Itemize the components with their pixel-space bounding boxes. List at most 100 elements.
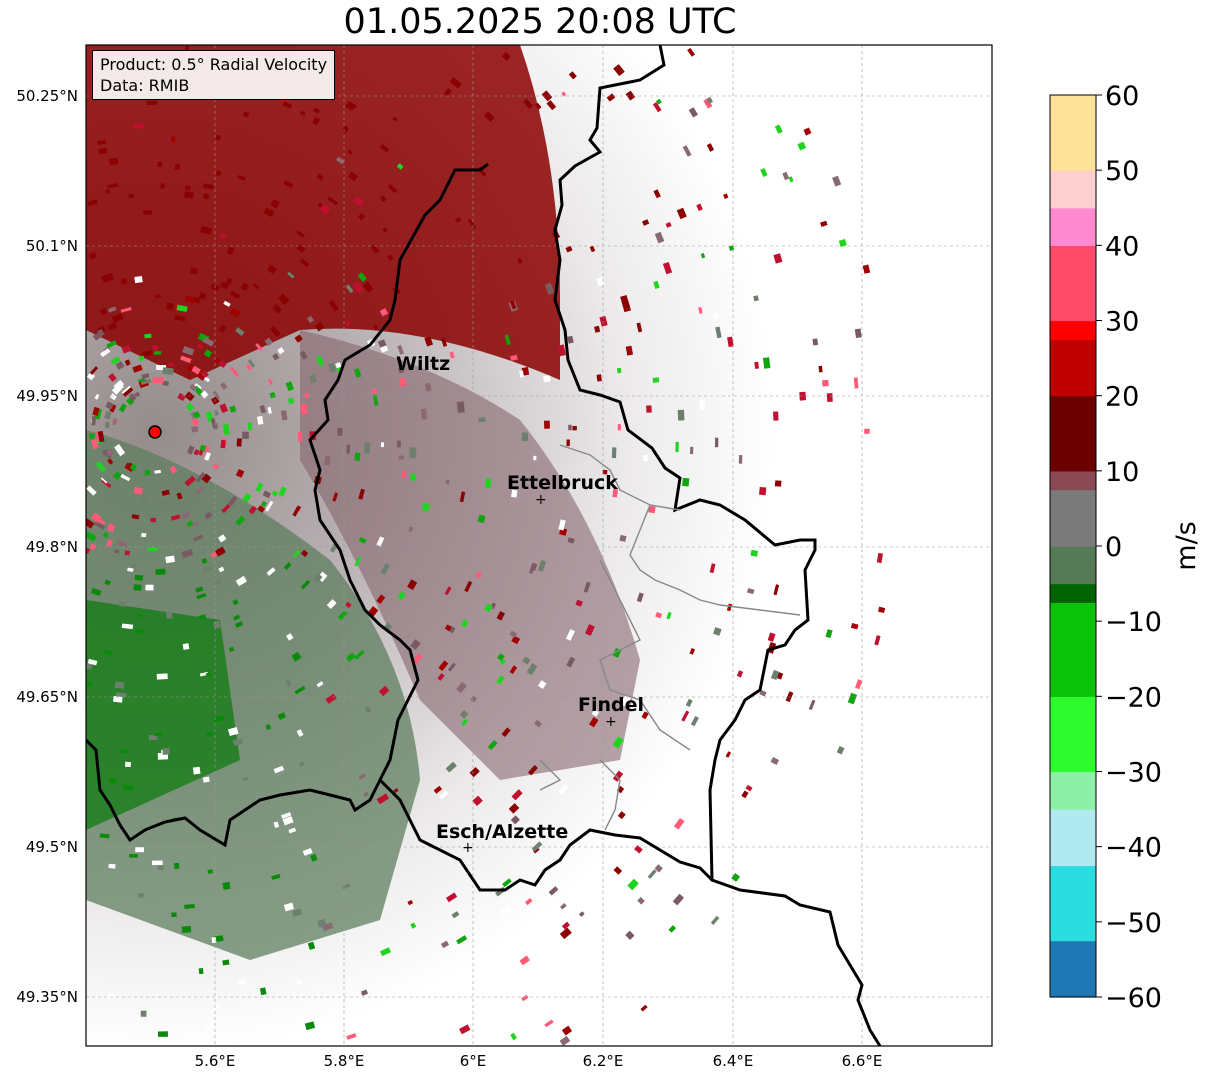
velocity-gate [229, 405, 237, 413]
velocity-gate [292, 507, 300, 517]
velocity-gate [855, 679, 863, 690]
city-ettelbruck[interactable]: Ettelbruck + [507, 472, 618, 508]
x-tick-label: 6°E [460, 1052, 487, 1070]
velocity-gate [86, 517, 95, 529]
velocity-gate [106, 340, 117, 349]
radar-site-marker[interactable] [148, 425, 162, 439]
velocity-gate [264, 337, 273, 347]
velocity-gate [364, 705, 372, 714]
velocity-gate [337, 610, 348, 621]
country-border-lu-fr [378, 778, 714, 892]
x-tick-label: 6.2°E [583, 1052, 624, 1070]
velocity-gate [612, 770, 624, 782]
velocity-gate [116, 539, 128, 548]
velocity-gate [86, 679, 93, 687]
velocity-gate [561, 1025, 573, 1036]
velocity-gate [314, 321, 325, 332]
velocity-gate [157, 1031, 168, 1037]
velocity-gate [677, 409, 685, 421]
colorbar-swatch [1050, 508, 1096, 528]
velocity-gate [298, 431, 303, 442]
map-area[interactable]: Wiltz Ettelbruck + Findel + Esch/Alzette… [81, 45, 992, 1046]
velocity-gate [738, 454, 743, 464]
velocity-gate [141, 373, 150, 379]
velocity-gate [345, 652, 356, 662]
colorbar-swatch [1050, 95, 1096, 115]
velocity-gate [335, 362, 342, 369]
velocity-gate [121, 623, 134, 630]
velocity-gate [255, 482, 264, 493]
velocity-gate [754, 361, 759, 369]
city-findel[interactable]: Findel + [578, 694, 644, 730]
velocity-gate [500, 905, 512, 917]
velocity-gate [619, 824, 627, 831]
velocity-gate [212, 463, 219, 470]
velocity-gate [652, 377, 660, 383]
velocity-gate [853, 377, 859, 389]
velocity-gate [731, 873, 741, 882]
x-tick-label: 5.8°E [324, 1052, 365, 1070]
velocity-gate [291, 651, 302, 662]
velocity-gate [269, 325, 281, 337]
city-esch-alzette[interactable]: Esch/Alzette + [436, 821, 568, 856]
velocity-gate [353, 196, 365, 208]
velocity-gate [437, 673, 445, 681]
velocity-gate [281, 812, 292, 819]
velocity-gate [456, 401, 465, 414]
velocity-gate [207, 869, 213, 874]
velocity-gate [308, 374, 317, 384]
velocity-gate [568, 424, 572, 431]
velocity-gate [874, 635, 881, 646]
velocity-gate [533, 455, 537, 461]
velocity-gate [148, 734, 158, 741]
velocity-gate [652, 102, 662, 113]
velocity-gate [220, 281, 229, 290]
velocity-gate [410, 639, 421, 650]
colorbar-swatch [1050, 151, 1096, 171]
velocity-gate [531, 841, 543, 852]
velocity-gate [561, 921, 571, 930]
velocity-gate [266, 264, 277, 275]
colorbar-tick-label: 50 [1105, 156, 1139, 187]
velocity-gate [438, 790, 449, 800]
velocity-gate [498, 990, 506, 998]
velocity-gate [358, 773, 367, 780]
velocity-gate [358, 536, 367, 544]
velocity-gate [227, 495, 238, 507]
velocity-gate [212, 390, 221, 400]
velocity-gate [133, 123, 144, 129]
city-wiltz[interactable]: Wiltz [396, 353, 450, 375]
velocity-gate [567, 537, 575, 544]
velocity-gate [140, 378, 152, 385]
velocity-gate [132, 391, 141, 399]
velocity-gate [537, 559, 547, 572]
weak-velocity-region [300, 330, 640, 780]
velocity-gate [156, 673, 168, 680]
velocity-gate [203, 183, 214, 190]
velocity-gate [225, 277, 233, 285]
velocity-gate [180, 355, 192, 364]
velocity-gate [191, 417, 199, 427]
velocity-gate [100, 348, 111, 358]
velocity-gate [596, 374, 602, 382]
velocity-gate [182, 346, 195, 356]
velocity-gate [132, 364, 143, 373]
colorbar-swatch [1050, 978, 1096, 998]
velocity-gate [354, 556, 362, 567]
velocity-gate [646, 405, 652, 413]
velocity-gate [106, 448, 115, 457]
velocity-gate [109, 403, 117, 413]
velocity-gate [213, 577, 222, 586]
velocity-gate [227, 726, 239, 737]
colorbar-tick-label: 30 [1105, 307, 1139, 338]
velocity-gate [773, 253, 783, 264]
velocity-gate [187, 445, 195, 455]
velocity-gate [226, 246, 235, 256]
velocity-gate [745, 784, 753, 792]
velocity-gate [235, 575, 247, 587]
velocity-gate [408, 526, 414, 533]
velocity-gate [107, 458, 114, 465]
velocity-gate [682, 145, 692, 157]
velocity-gate [715, 326, 722, 339]
velocity-gate [653, 280, 660, 289]
